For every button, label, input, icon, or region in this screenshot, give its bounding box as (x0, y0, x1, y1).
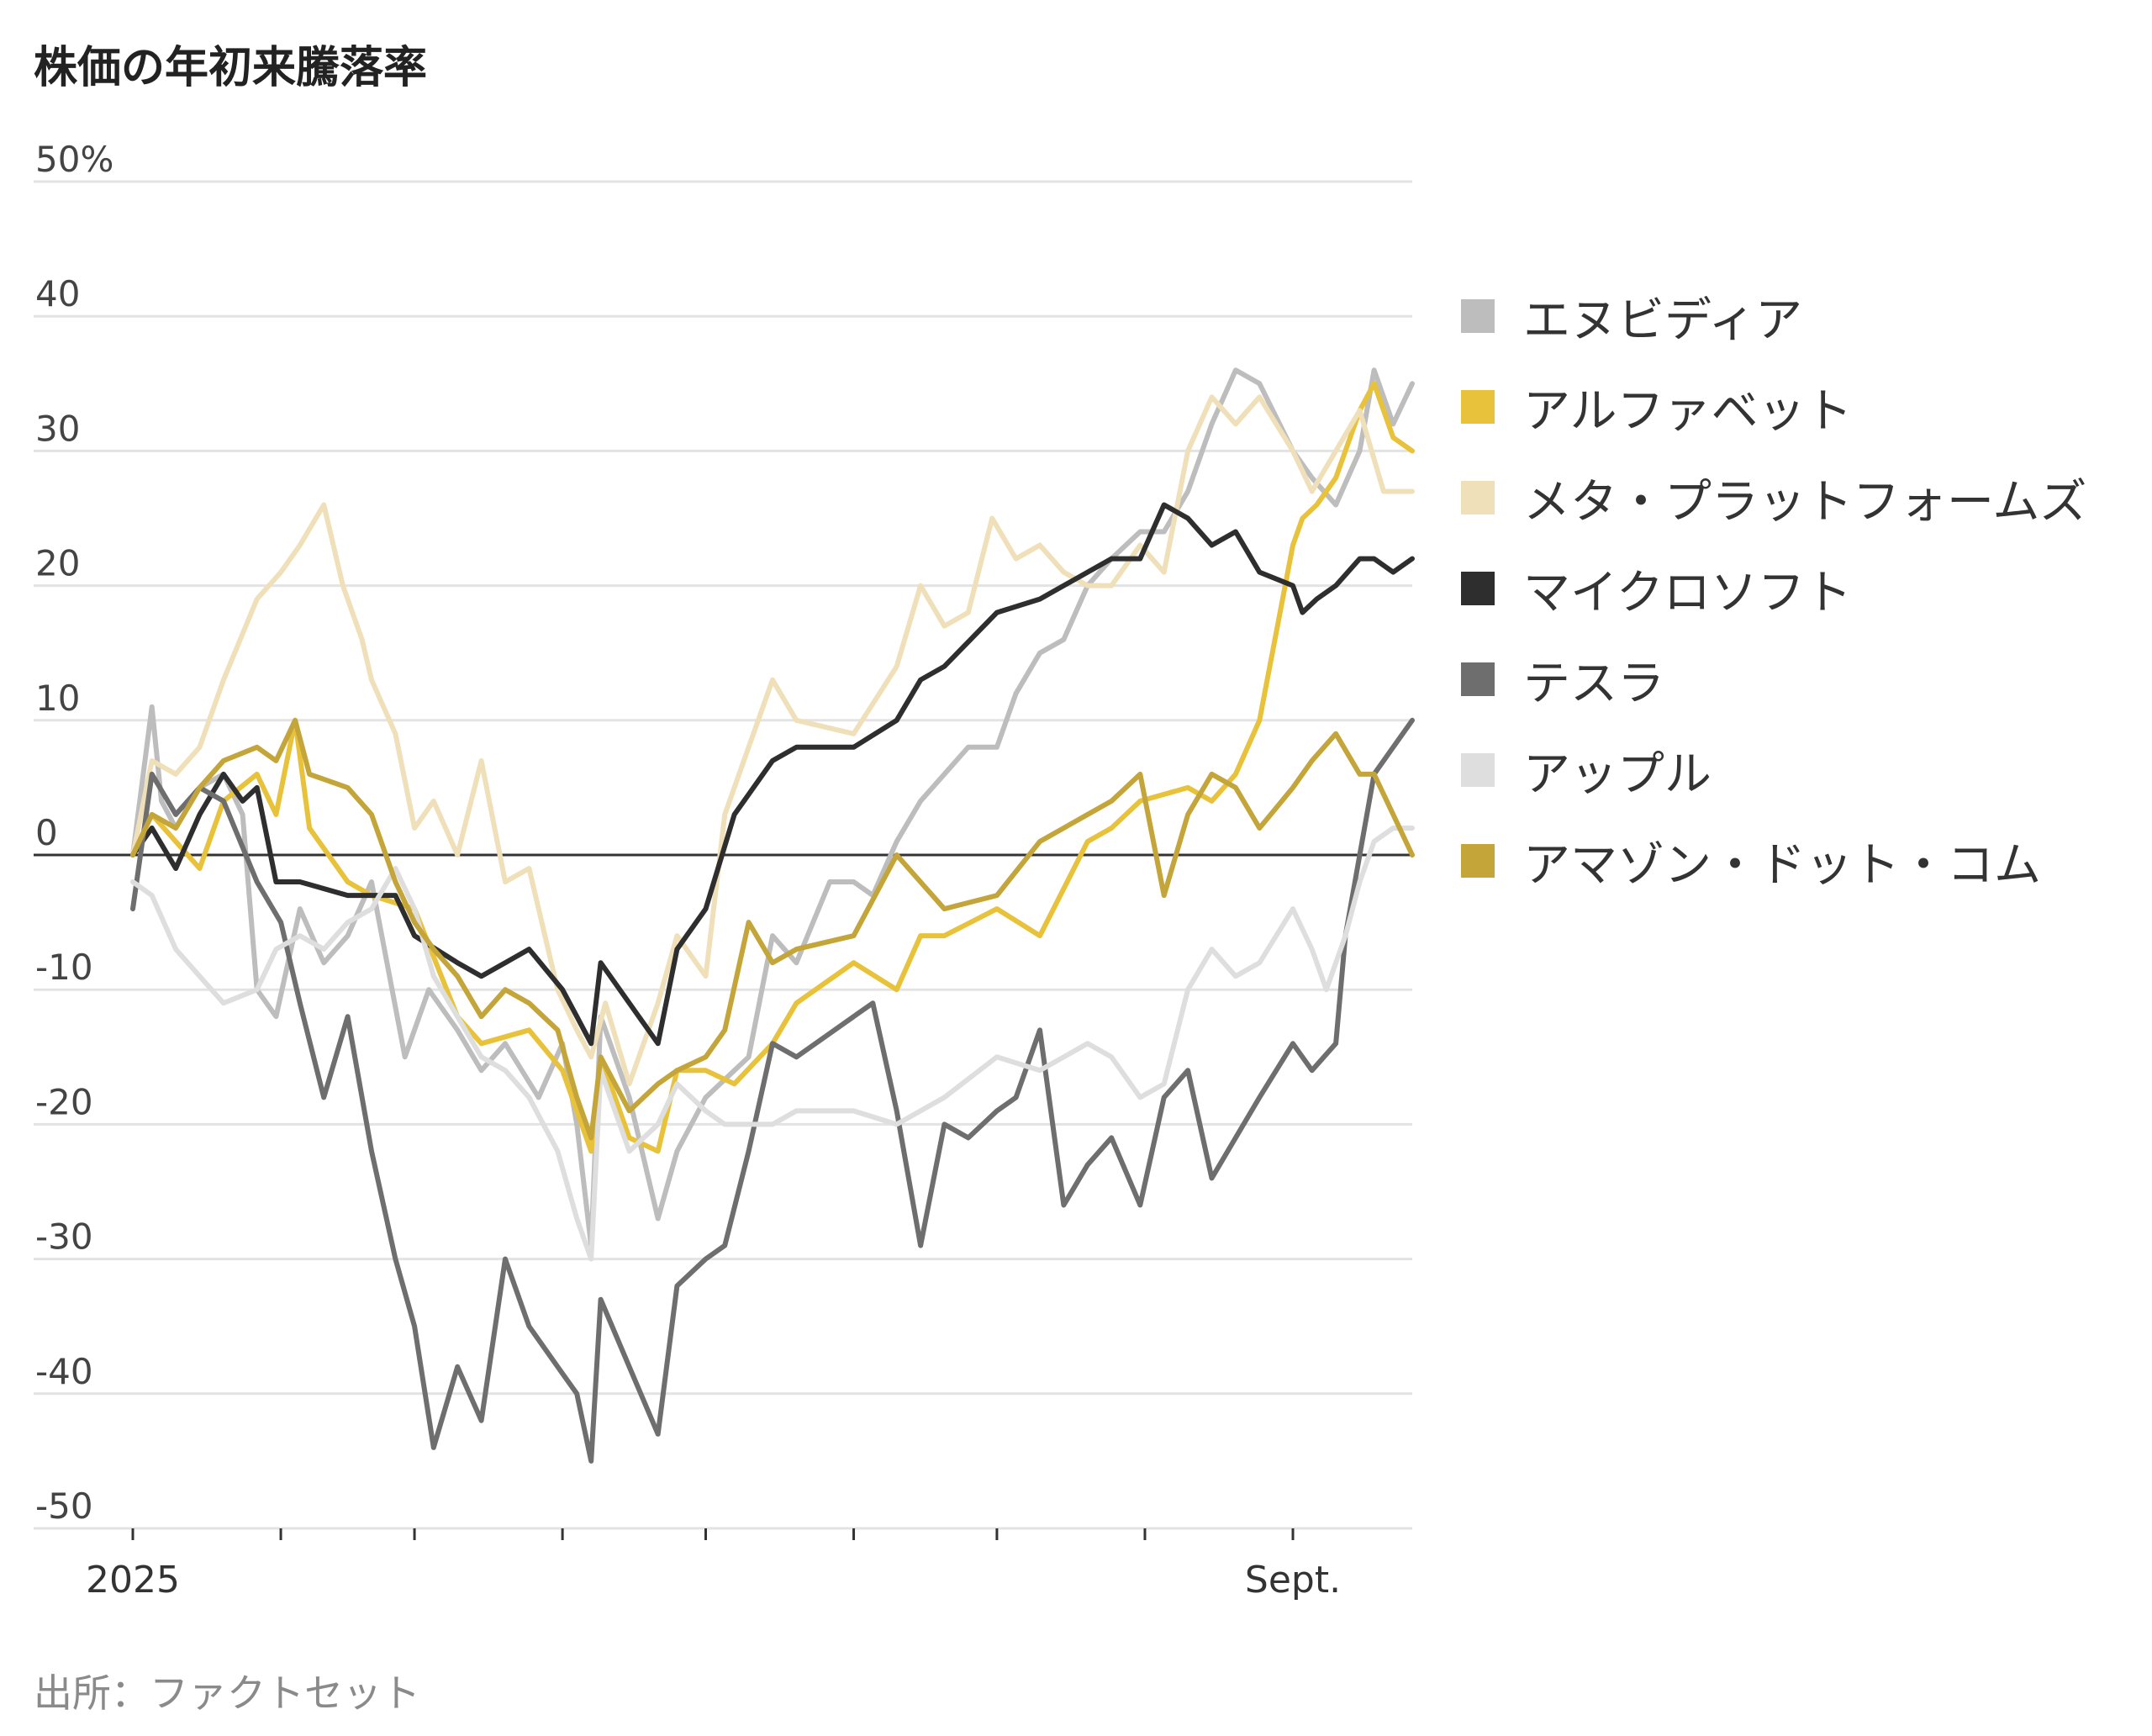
y-tick-label: -50 (35, 1485, 93, 1527)
series-line-0 (130, 367, 1415, 1248)
x-tick-label: Sept. (1245, 1559, 1341, 1601)
legend-item: アマゾン・ドット・コム (1461, 815, 2086, 906)
x-axis: 2025 Sept. (86, 1528, 1341, 1601)
series-line-1 (130, 381, 1415, 1154)
legend-item: マイクロソフト (1461, 543, 2086, 634)
legend-label: アップル (1523, 747, 1712, 802)
legend-swatch (1461, 390, 1495, 424)
legend-swatch (1461, 844, 1495, 878)
legend-swatch (1461, 299, 1495, 333)
y-tick-label: 50% (35, 139, 113, 180)
series-line-5 (130, 826, 1415, 1262)
series-line-2 (130, 394, 1415, 1087)
series-line-4 (130, 717, 1415, 1464)
legend-label: マイクロソフト (1523, 565, 1852, 620)
legend-swatch (1461, 572, 1495, 605)
legend-item: アップル (1461, 725, 2086, 815)
x-tick-label: 2025 (86, 1559, 180, 1601)
y-tick-label: 0 (35, 812, 58, 853)
y-axis-labels: 50% 40 30 20 10 0 -10 -20 -30 -40 -50 (35, 139, 113, 1527)
y-tick-label: 40 (35, 273, 80, 314)
y-tick-label: 20 (35, 543, 80, 584)
legend-label: アマゾン・ドット・コム (1523, 837, 2041, 893)
legend-item: テスラ (1461, 634, 2086, 725)
legend-item: アルファベット (1461, 361, 2086, 452)
legend: エヌビディア アルファベットメタ・プラットフォームズ マイクロソフト テスラアップルア… (1461, 271, 2086, 906)
legend-item: メタ・プラットフォームズ (1461, 452, 2086, 543)
y-tick-label: -10 (35, 947, 93, 988)
chart-title: 株価の年初来騰落率 (34, 43, 428, 93)
legend-swatch (1461, 481, 1495, 514)
legend-swatch (1461, 662, 1495, 696)
series-line-6 (130, 717, 1415, 1141)
source-note: 出所：ファクトセット (34, 1670, 420, 1716)
y-tick-label: 30 (35, 408, 80, 449)
legend-label: テスラ (1523, 656, 1664, 711)
legend-label: エヌビディア (1523, 293, 1803, 348)
y-tick-label: -40 (35, 1351, 93, 1392)
series-lines (130, 367, 1415, 1464)
y-tick-label: -20 (35, 1081, 93, 1122)
gridlines (34, 180, 1412, 1530)
y-tick-label: -30 (35, 1216, 93, 1258)
legend-label: メタ・プラットフォームズ (1523, 474, 2087, 530)
legend-swatch (1461, 753, 1495, 787)
y-tick-label: 10 (35, 678, 80, 719)
series-line-3 (130, 502, 1415, 1047)
legend-item: エヌビディア (1461, 271, 2086, 361)
legend-label: アルファベット (1523, 383, 1853, 439)
